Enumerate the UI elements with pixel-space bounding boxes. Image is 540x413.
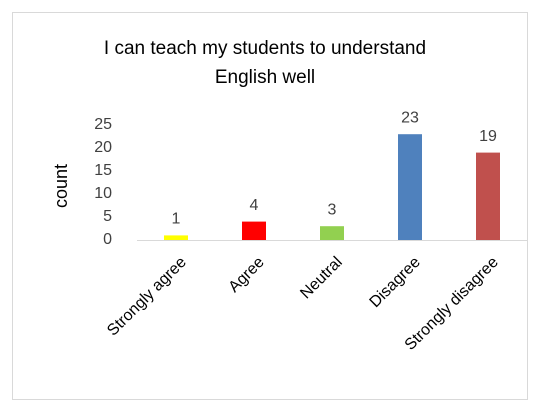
chart-title: I can teach my students to understand En… <box>103 38 427 88</box>
bar <box>398 134 422 240</box>
y-tick-label: 10 <box>94 185 112 202</box>
bar <box>476 152 500 240</box>
bar <box>242 221 266 240</box>
y-axis-label: count <box>51 164 71 208</box>
y-tick-label: 20 <box>94 139 112 156</box>
data-label: 23 <box>401 109 419 126</box>
data-label: 19 <box>479 128 497 145</box>
y-tick-label: 25 <box>94 116 112 133</box>
y-tick-label: 15 <box>94 162 112 179</box>
bar <box>320 226 344 240</box>
data-label: 1 <box>172 211 181 228</box>
y-tick-label: 5 <box>103 208 112 225</box>
data-label: 4 <box>250 197 259 214</box>
data-label: 3 <box>328 201 337 218</box>
bar <box>164 235 188 240</box>
chart-border <box>12 12 528 400</box>
y-tick-label: 0 <box>103 231 112 248</box>
